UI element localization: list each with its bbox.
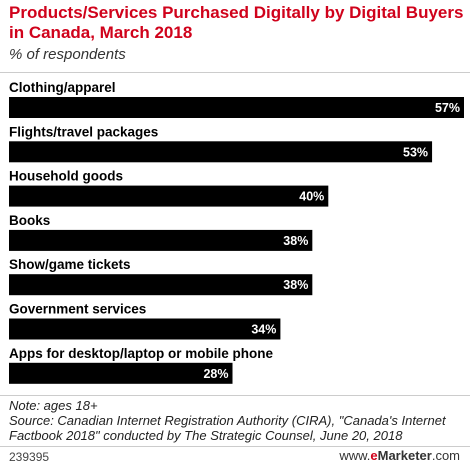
brand-prefix: www.: [339, 448, 371, 463]
brand-name: Marketer: [377, 448, 432, 463]
chart-id: 239395: [9, 450, 50, 464]
category-label: Show/game tickets: [9, 257, 131, 272]
category-label: Government services: [9, 302, 146, 317]
category-label: Books: [9, 213, 50, 228]
category-label: Flights/travel packages: [9, 124, 158, 139]
value-label: 38%: [283, 278, 308, 292]
bar: [9, 274, 313, 296]
category-label: Clothing/apparel: [9, 80, 116, 95]
brand-e: e: [370, 448, 378, 463]
bottom-divider: [0, 395, 470, 396]
footer-divider: [0, 446, 470, 447]
value-label: 34%: [251, 323, 276, 337]
value-label: 57%: [435, 101, 460, 115]
bar: [9, 97, 464, 118]
bar: [9, 185, 329, 207]
bar-chart: Clothing/apparel 57% Flights/travel packag…: [9, 80, 464, 384]
category-label: Household goods: [9, 169, 123, 184]
top-divider: [0, 72, 470, 73]
value-label: 53%: [403, 145, 428, 159]
chart-title: Products/Services Purchased Digitally by…: [9, 3, 464, 42]
chart-subtitle: % of respondents: [9, 46, 126, 63]
value-label: 28%: [203, 367, 228, 381]
bar: [9, 318, 281, 340]
bar: [9, 362, 233, 384]
value-label: 40%: [299, 190, 324, 204]
bar: [9, 229, 313, 251]
emarketer-brand[interactable]: www.eMarketer.com: [339, 448, 460, 464]
bar: [9, 141, 433, 163]
category-label: Apps for desktop/laptop or mobile phone: [9, 346, 273, 361]
chart-note: Note: ages 18+: [9, 398, 98, 413]
brand-suffix: .com: [431, 448, 460, 463]
value-label: 38%: [283, 234, 308, 248]
chart-source: Source: Canadian Internet Registration A…: [9, 413, 446, 443]
